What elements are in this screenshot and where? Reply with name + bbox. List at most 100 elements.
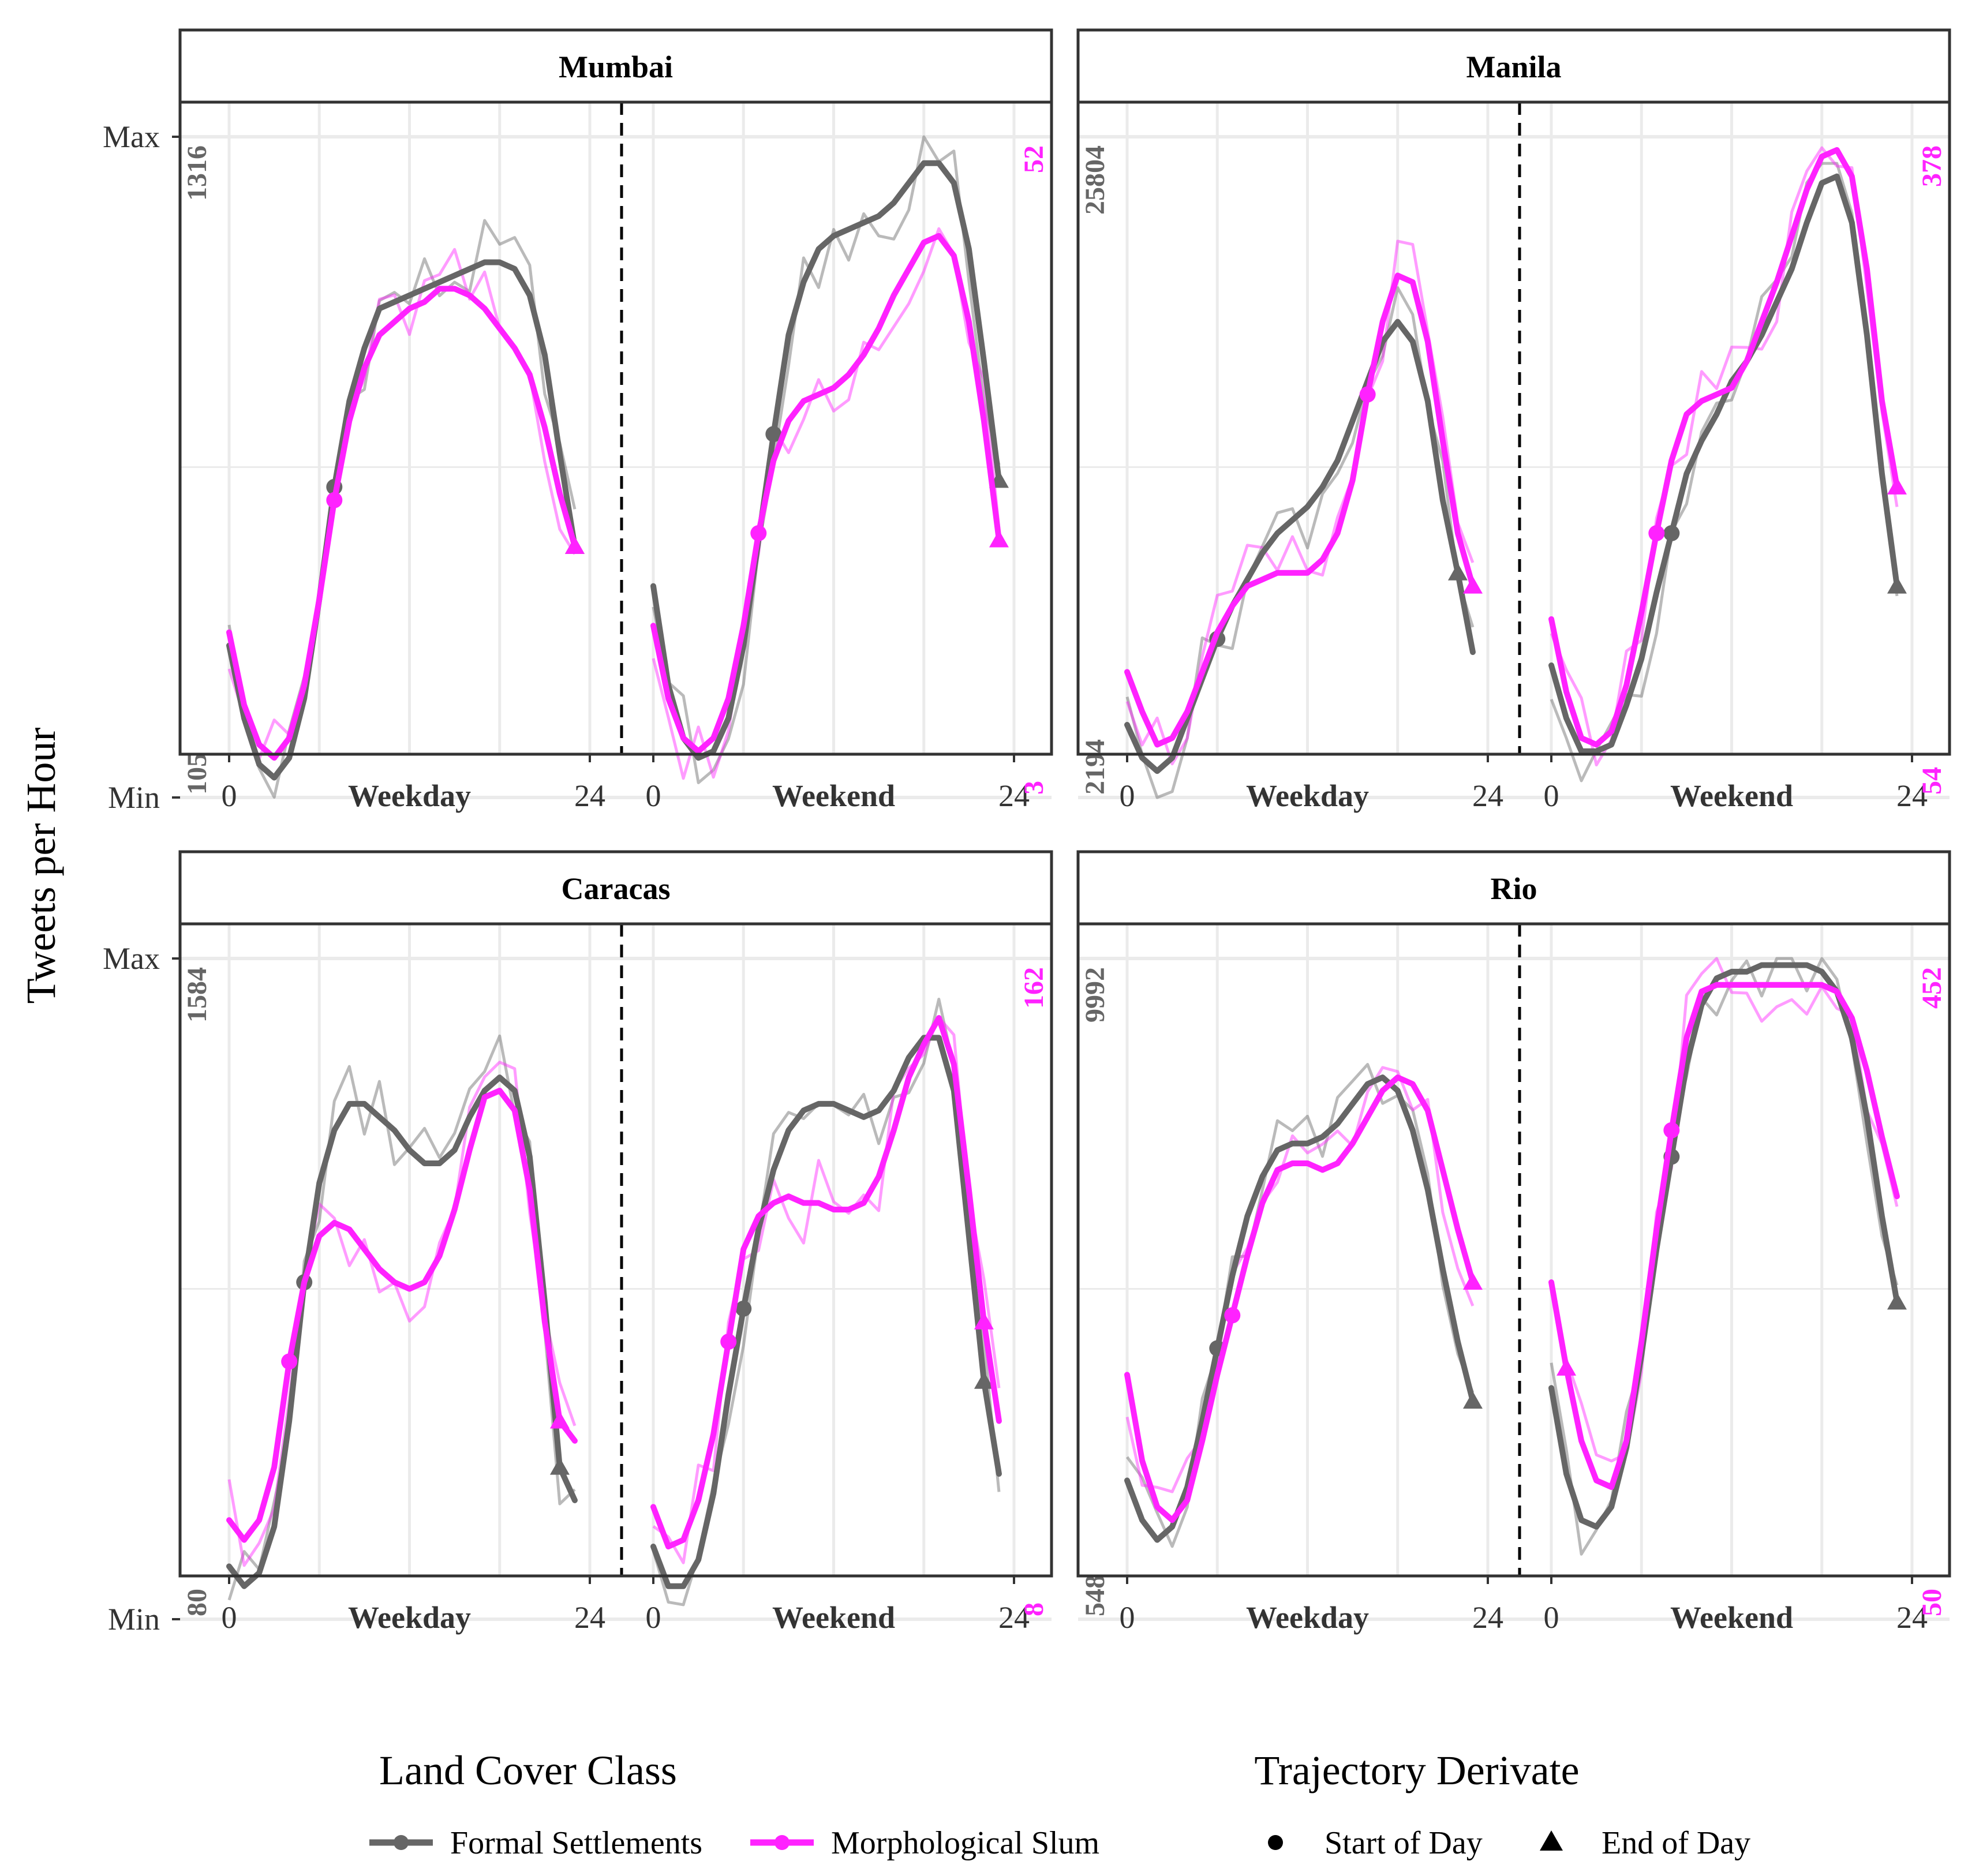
series-line-slum-weekday: [226, 286, 578, 761]
x-tick-24-weekday: 24: [1472, 1600, 1503, 1635]
series-line-formal-weekday: [1124, 1074, 1476, 1543]
series-line-slum-weekend: [650, 233, 1002, 754]
facet-panels: 0 24 Weekday 0 24 Weekend 1316 105 52 3 Mumbai Max M…: [103, 28, 1951, 1637]
start-marker-slum-weekday: [281, 1353, 298, 1370]
start-marker-slum-weekend: [1663, 1122, 1680, 1139]
legend-end-label: End of Day: [1602, 1825, 1750, 1861]
formal-range-max: 9992: [1080, 967, 1110, 1023]
slum-range-min: 3: [1019, 781, 1049, 795]
formal-range-min: 105: [182, 753, 212, 795]
legend-formal-label: Formal Settlements: [450, 1825, 702, 1861]
x-tick-0-weekday: 0: [1120, 1600, 1135, 1635]
end-marker-formal-weekday: [549, 1457, 570, 1475]
x-daytype-label-weekday: Weekday: [1246, 1600, 1369, 1635]
end-marker-slum-weekend: [989, 530, 1009, 548]
slum-range-max: 162: [1019, 967, 1049, 1009]
x-daytype-label-weekday: Weekday: [348, 778, 471, 813]
plot-background: [1078, 924, 1950, 1576]
start-marker-formal-weekend: [735, 1300, 752, 1317]
slum-range-max: 52: [1019, 145, 1049, 173]
end-marker-formal-weekday: [1462, 1391, 1483, 1409]
end-marker-slum-weekend: [974, 1312, 994, 1330]
series-line-slum-weekend: [650, 1015, 1002, 1550]
legend-formal-dot: [394, 1835, 409, 1850]
end-marker-slum-weekend: [1557, 1358, 1577, 1376]
panel-rio: 0 24 Weekday 0 24 Weekend 9992 548 452 50 Rio: [1076, 850, 1951, 1635]
strip-title: Mumbai: [559, 50, 673, 84]
y-tick-min: Min: [108, 1602, 160, 1637]
strip-background: [178, 850, 1053, 926]
end-marker-slum-weekday: [549, 1411, 570, 1429]
end-marker-formal-weekend: [1887, 1292, 1907, 1310]
end-marker-slum-weekday: [564, 536, 585, 554]
panel-manila: 0 24 Weekday 0 24 Weekend 25804 2194 378 54 Manila: [1076, 28, 1951, 813]
x-tick-0-weekend: 0: [646, 778, 661, 813]
raw-line-slum-weekend: [652, 227, 1001, 780]
end-marker-slum-weekday: [1462, 1272, 1483, 1290]
x-daytype-label-weekend: Weekend: [1670, 1600, 1793, 1635]
legend-start-marker: [1268, 1835, 1283, 1850]
x-tick-24-weekday: 24: [1472, 778, 1503, 813]
y-tick-max: Max: [103, 119, 160, 154]
formal-range-min: 2194: [1080, 739, 1110, 795]
plot-background: [180, 102, 1052, 754]
end-marker-formal-weekend: [1887, 576, 1907, 594]
strip-background: [1076, 28, 1951, 104]
panel-mumbai: 0 24 Weekday 0 24 Weekend 1316 105 52 3 Mumbai Max M…: [103, 28, 1053, 815]
series-line-formal-weekend: [1548, 173, 1900, 754]
x-tick-24-weekend: 24: [998, 778, 1030, 813]
raw-line-formal-weekend: [652, 135, 1001, 784]
series-line-slum-weekday: [1124, 272, 1476, 748]
end-marker-slum-weekday: [1462, 576, 1483, 594]
formal-range-max: 1316: [182, 145, 212, 201]
x-daytype-label-weekend: Weekend: [1670, 778, 1793, 813]
legend-slum-dot: [775, 1835, 790, 1850]
x-tick-0-weekend: 0: [646, 1600, 661, 1635]
series-line-formal-weekday: [226, 1074, 578, 1589]
start-marker-formal-weekend: [765, 426, 782, 443]
raw-line-formal-weekday: [1125, 286, 1475, 799]
series-line-slum-weekend: [1548, 982, 1900, 1490]
panel-caracas: 0 24 Weekday 0 24 Weekend 1584 80 162 8 Caracas Max…: [103, 850, 1053, 1637]
x-tick-24-weekday: 24: [574, 778, 605, 813]
x-axis-title-left: Land Cover Class: [379, 1747, 677, 1793]
x-tick-0-weekday: 0: [1120, 778, 1135, 813]
end-marker-formal-weekday: [1447, 563, 1468, 581]
x-daytype-label-weekday: Weekday: [348, 1600, 471, 1635]
legend-slum-label: Morphological Slum: [831, 1825, 1099, 1861]
slum-range-min: 50: [1917, 1589, 1947, 1616]
formal-range-min: 548: [1080, 1575, 1110, 1616]
end-marker-formal-weekend: [974, 1371, 994, 1389]
strip-background: [1076, 850, 1951, 926]
x-daytype-label-weekday: Weekday: [1246, 778, 1369, 813]
raw-line-slum-weekday: [1125, 239, 1475, 766]
y-tick-min: Min: [108, 780, 160, 815]
start-marker-slum-weekend: [720, 1334, 737, 1350]
series-line-slum-weekday: [1124, 1074, 1476, 1523]
x-tick-24-weekend: 24: [1896, 1600, 1928, 1635]
series-line-slum-weekend: [1548, 147, 1900, 748]
x-tick-0-weekend: 0: [1544, 1600, 1559, 1635]
start-marker-slum-weekday: [1224, 1307, 1241, 1324]
series-line-formal-weekday: [226, 259, 578, 781]
series-line-formal-weekend: [650, 1035, 1002, 1589]
formal-range-max: 1584: [182, 967, 212, 1023]
strip-background: [178, 28, 1053, 104]
x-tick-24-weekday: 24: [574, 1600, 605, 1635]
strip-title: Manila: [1466, 50, 1561, 84]
strip-title: Caracas: [562, 871, 671, 906]
slum-range-max: 452: [1917, 967, 1947, 1009]
series-line-formal-weekday: [1124, 319, 1476, 774]
slum-range-max: 378: [1917, 145, 1947, 187]
series-line-formal-weekend: [650, 160, 1002, 761]
legend: Formal Settlements Morphological Slum St…: [369, 1825, 1750, 1861]
start-marker-slum-weekend: [1648, 525, 1665, 541]
start-marker-formal-weekend: [1663, 525, 1680, 541]
x-tick-0-weekend: 0: [1544, 778, 1559, 813]
x-tick-0-weekday: 0: [222, 778, 237, 813]
start-marker-slum-weekday: [1359, 386, 1376, 403]
y-axis-title: Tweets per Hour: [18, 728, 64, 1004]
x-tick-0-weekday: 0: [222, 1600, 237, 1635]
plot-background: [180, 924, 1052, 1576]
